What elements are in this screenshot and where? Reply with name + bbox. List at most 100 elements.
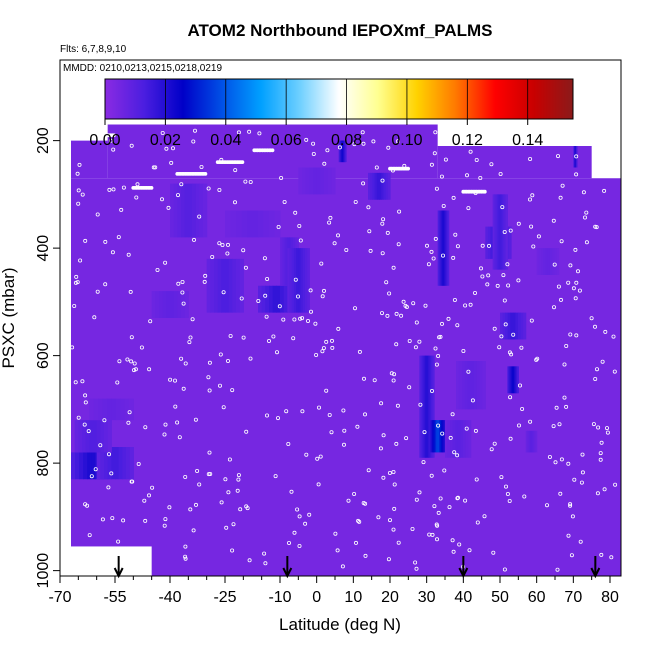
heatmap-cell: [247, 210, 254, 238]
heatmap-cell: [443, 420, 446, 453]
track-point: [498, 171, 503, 176]
track-point: [380, 178, 385, 183]
heatmap-cell: [280, 237, 283, 286]
heatmap-cell: [151, 291, 156, 318]
heatmap-cell: [300, 248, 304, 313]
track-point: [163, 517, 168, 522]
track-point: [173, 404, 178, 409]
heatmap-base-region: [437, 146, 592, 179]
heatmap-cell: [432, 355, 435, 458]
track-point: [470, 398, 475, 403]
track-point: [534, 357, 539, 362]
heatmap-cell: [534, 430, 537, 453]
track-point: [480, 243, 485, 248]
track-point: [407, 385, 412, 390]
track-point: [568, 263, 573, 268]
track-point: [569, 553, 574, 558]
track-point: [399, 313, 404, 318]
track-point: [230, 548, 235, 553]
track-point: [468, 149, 473, 154]
x-tick-label: 30: [418, 589, 436, 606]
track-point: [112, 133, 116, 138]
track-point: [329, 430, 334, 435]
track-point: [413, 345, 418, 350]
heatmap-cell: [422, 355, 425, 458]
track-point: [516, 221, 521, 226]
track-point: [602, 188, 607, 193]
track-point: [434, 362, 439, 367]
track-point: [100, 517, 105, 522]
flight-track-points: [70, 128, 618, 572]
track-point: [447, 505, 452, 510]
track-point: [573, 296, 578, 301]
heatmap-cell: [274, 210, 281, 238]
track-point: [357, 519, 362, 524]
heatmap-cell: [498, 194, 501, 270]
heatmap-cell: [281, 237, 285, 286]
track-point: [340, 564, 345, 569]
heatmap-cell: [203, 183, 208, 238]
track-point: [159, 197, 164, 202]
track-point: [148, 319, 153, 324]
track-point: [264, 413, 269, 418]
track-point: [176, 281, 181, 286]
track-point: [98, 443, 103, 448]
heatmap-cell: [511, 366, 514, 394]
track-point: [574, 172, 579, 177]
track-point: [83, 400, 88, 405]
track-point: [135, 182, 140, 187]
track-point: [395, 139, 400, 144]
track-point: [433, 346, 438, 351]
heatmap-cell: [188, 183, 193, 238]
heatmap-cell: [230, 210, 237, 238]
track-point: [210, 254, 215, 259]
x-tick-label: 40: [454, 589, 472, 606]
track-point: [580, 452, 585, 457]
heatmap-cell: [430, 420, 433, 453]
track-point: [486, 243, 491, 248]
heatmap-cell: [96, 447, 101, 480]
heatmap-cell: [98, 398, 104, 421]
heatmap-cell: [485, 226, 489, 259]
track-point: [474, 157, 479, 162]
track-point: [557, 422, 562, 427]
track-point: [183, 474, 188, 479]
track-point: [295, 507, 300, 512]
heatmap-cell: [241, 210, 248, 238]
track-point: [429, 162, 434, 167]
track-point: [195, 468, 200, 473]
track-point: [536, 234, 541, 239]
track-point: [78, 258, 83, 263]
track-point: [298, 238, 303, 243]
track-point: [392, 372, 397, 377]
track-point: [508, 228, 513, 233]
track-point: [426, 262, 431, 267]
x-tick-label: 80: [601, 589, 619, 606]
heatmap-cell: [515, 312, 519, 340]
track-point: [181, 301, 186, 306]
track-point: [289, 489, 294, 494]
track-point: [568, 502, 573, 507]
track-point: [327, 220, 332, 225]
heatmap-cell: [429, 355, 432, 458]
track-point: [528, 419, 533, 424]
colorbar-tick-label: 0.12: [452, 132, 483, 149]
track-point: [286, 541, 291, 546]
track-point: [336, 326, 341, 331]
track-point: [410, 527, 415, 532]
track-point: [125, 357, 130, 362]
track-point: [389, 371, 394, 376]
track-point: [385, 230, 390, 235]
track-point: [372, 378, 377, 383]
colorbar-tick-label: 0.00: [89, 132, 120, 149]
heatmap-cell: [460, 420, 464, 458]
track-point: [207, 388, 212, 393]
heatmap-cell: [104, 420, 109, 453]
track-point: [126, 420, 131, 425]
heatmap-cell: [473, 361, 478, 410]
track-point: [183, 544, 188, 549]
track-point: [166, 205, 171, 210]
track-point: [457, 542, 462, 547]
track-point: [433, 130, 438, 135]
